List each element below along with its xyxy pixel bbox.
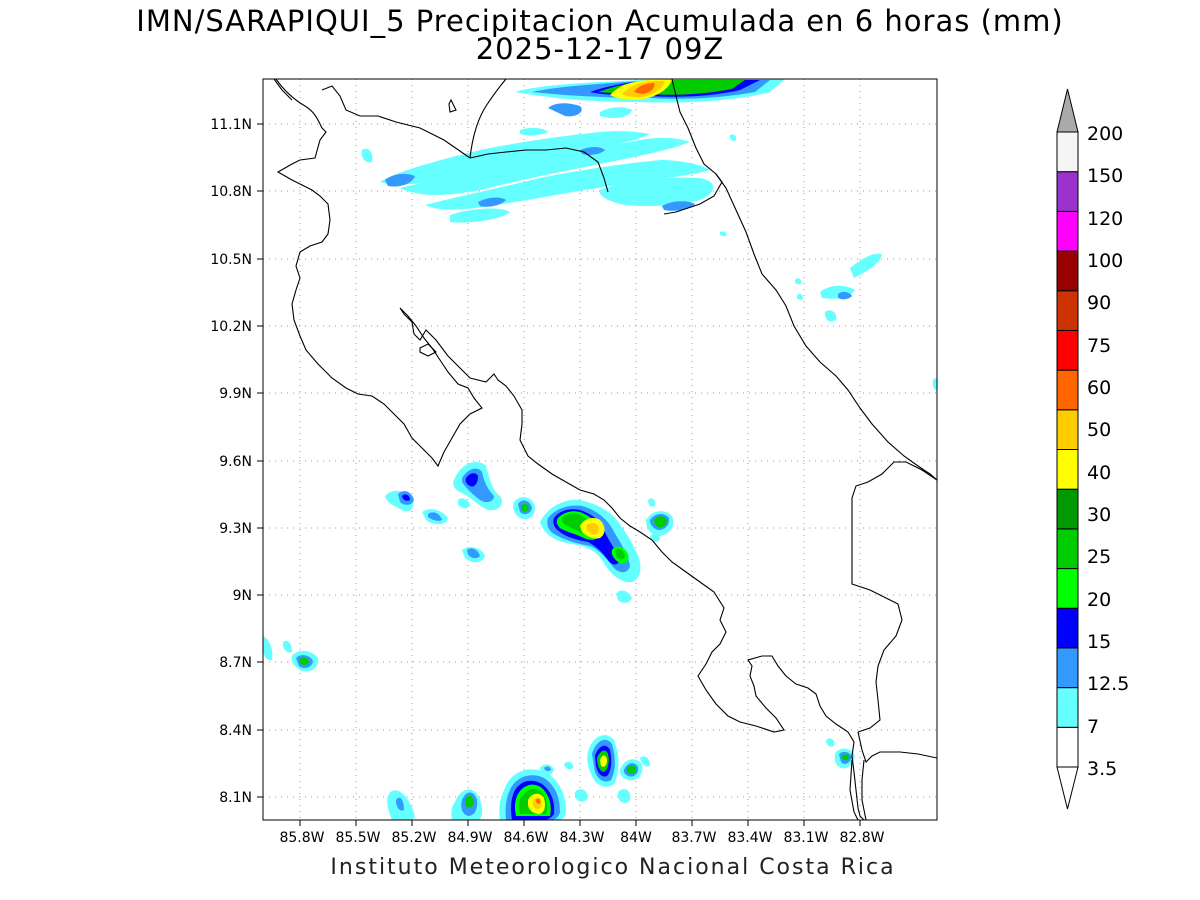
y-tick-label: 10.8N [210, 184, 252, 200]
x-tick-label: 84.9W [447, 830, 492, 846]
colorbar-label: 30 [1087, 504, 1111, 526]
colorbar-segment [1056, 409, 1079, 450]
y-tick-label: 8.4N [219, 723, 252, 739]
colorbar-segment [1056, 528, 1079, 570]
x-tick-label: 83.4W [727, 830, 772, 846]
y-tick-label: 9.6N [219, 454, 252, 470]
y-tick-label: 10.2N [210, 319, 252, 335]
footer-credit: Instituto Meteorologico Nacional Costa R… [330, 855, 896, 880]
colorbar-segment [1056, 607, 1079, 649]
colorbar-segment [1056, 290, 1079, 331]
y-tick-label: 9N [233, 588, 252, 604]
colorbar-top-arrow [1056, 88, 1079, 133]
colorbar-segment [1056, 210, 1079, 252]
colorbar-segment [1056, 329, 1079, 371]
colorbar-label: 75 [1087, 335, 1111, 357]
colorbar-segment [1056, 687, 1079, 728]
colorbar-segment [1056, 647, 1079, 689]
colorbar-legend: 3.5 7 12.5 15 20 25 30 40 50 60 75 90 10… [1056, 88, 1129, 810]
precip-cells-central [385, 462, 674, 603]
colorbar-bottom-arrow [1056, 766, 1079, 810]
x-tick-label: 85.8W [279, 830, 324, 846]
colorbar-label: 60 [1087, 377, 1111, 399]
precip-cell-north-border [515, 79, 785, 118]
colorbar-label: 20 [1087, 589, 1111, 611]
precip-cells-south [387, 735, 855, 820]
colorbar-label: 25 [1087, 546, 1111, 568]
x-tick-label: 85.2W [391, 830, 436, 846]
x-tick-label: 84.3W [559, 830, 604, 846]
colorbar-label: 12.5 [1087, 673, 1129, 695]
y-tick-label: 8.1N [219, 790, 252, 806]
y-tick-label: 9.3N [219, 521, 252, 537]
colorbar-label: 15 [1087, 631, 1111, 653]
colorbar-label: 90 [1087, 292, 1111, 314]
colorbar-label: 100 [1087, 250, 1123, 272]
colorbar-label: 120 [1087, 208, 1123, 230]
precip-cells-west [263, 636, 319, 672]
colorbar-label: 7 [1087, 716, 1099, 738]
x-tick-label: 83.7W [671, 830, 716, 846]
x-tick-label: 83.1W [783, 830, 828, 846]
y-tick-label: 11.1N [210, 117, 252, 133]
map-plot-area [263, 79, 937, 820]
map-title: IMN/SARAPIQUI_5 Precipitacion Acumulada … [136, 4, 1064, 38]
colorbar-label: 200 [1087, 123, 1123, 145]
map-timestamp: 2025-12-17 09Z [475, 32, 725, 66]
x-tick-label: 84W [620, 830, 652, 846]
x-tick-label: 82.8W [839, 830, 884, 846]
colorbar-label: 150 [1087, 165, 1123, 187]
precip-streaks-north [361, 127, 937, 391]
y-tick-label: 10.5N [210, 252, 252, 268]
x-tick-label: 84.6W [503, 830, 548, 846]
colorbar-segment [1056, 171, 1079, 212]
colorbar-segment [1056, 488, 1079, 530]
colorbar-segment [1056, 369, 1079, 411]
colorbar-segment [1056, 131, 1079, 173]
colorbar-segment [1056, 449, 1079, 490]
colorbar-segment [1056, 726, 1079, 768]
coastlines-borders [273, 79, 937, 820]
x-tick-label: 85.5W [335, 830, 380, 846]
y-tick-label: 9.9N [219, 386, 252, 402]
y-tick-label: 8.7N [219, 655, 252, 671]
colorbar-label: 3.5 [1087, 758, 1117, 780]
axis-tick-marks [257, 123, 861, 826]
colorbar-label: 40 [1087, 462, 1111, 484]
colorbar-label: 50 [1087, 419, 1111, 441]
map-frame [262, 78, 938, 821]
colorbar-segment [1056, 568, 1079, 609]
colorbar-segment [1056, 250, 1079, 292]
